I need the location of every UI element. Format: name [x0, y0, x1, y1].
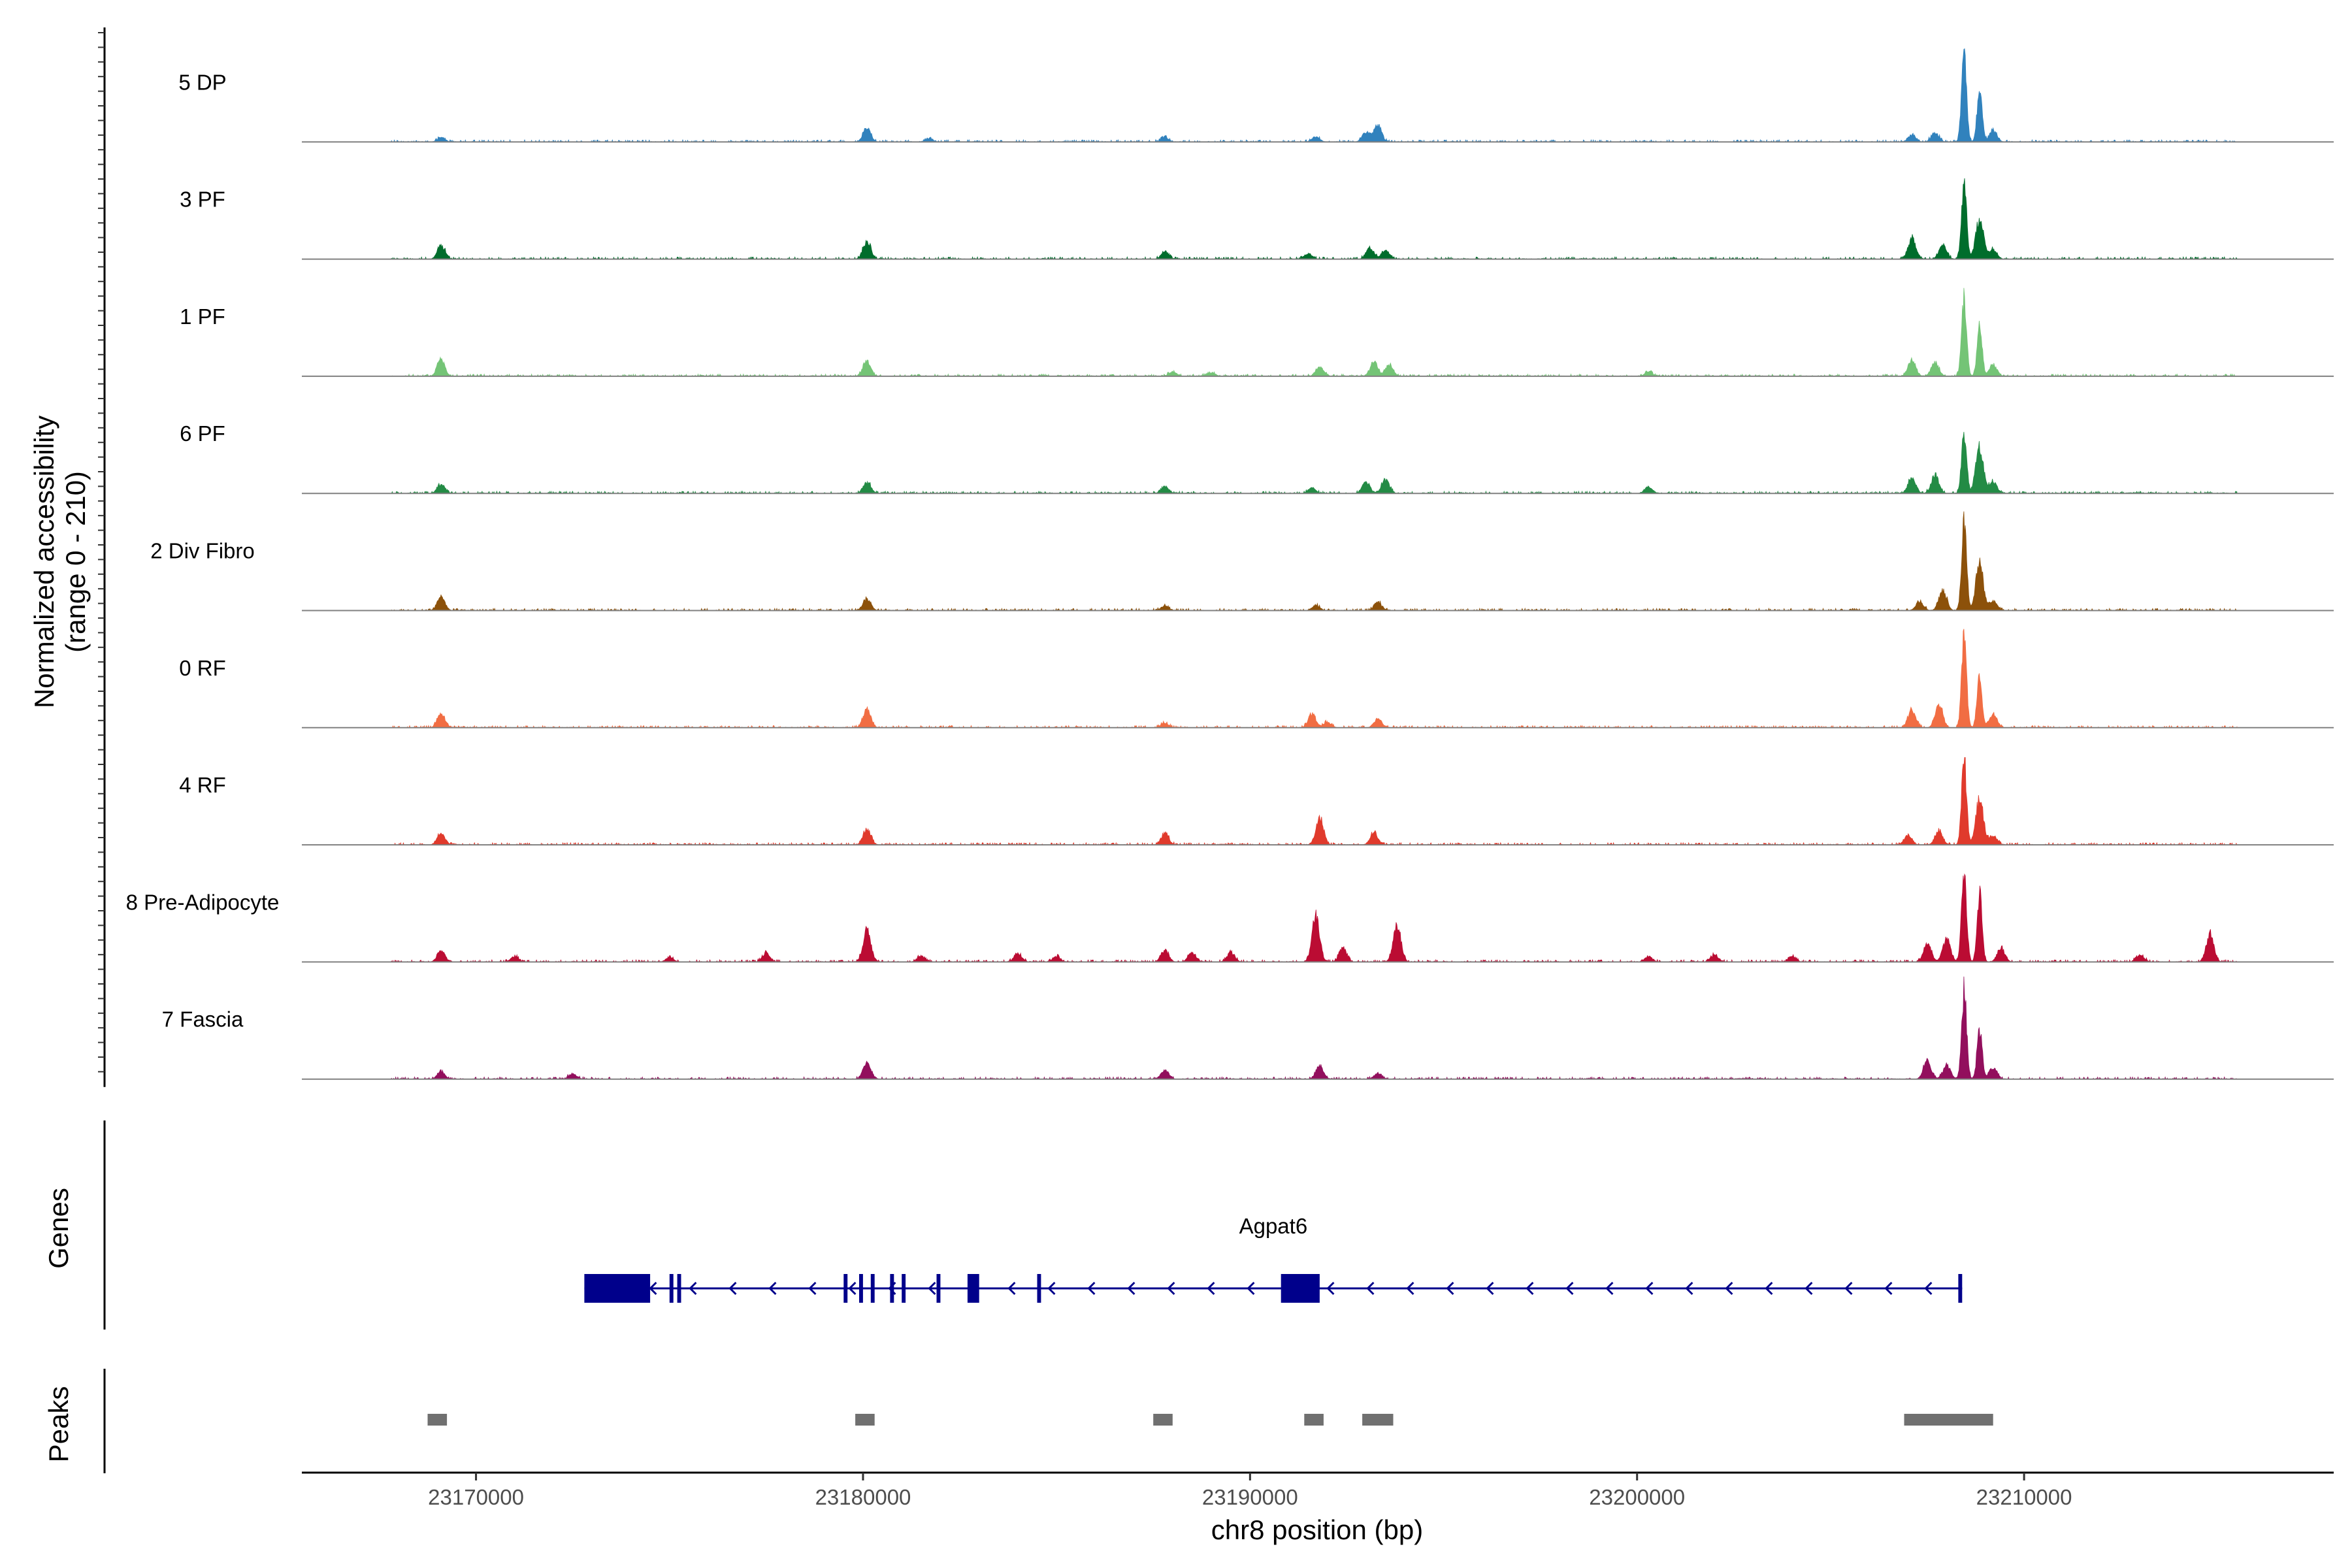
- y-axis-title-line1: Normalized accessibility: [29, 416, 59, 708]
- strand-arrow: [1007, 1281, 1016, 1296]
- track-6-pf: 6 PF: [180, 421, 2334, 495]
- strand-arrow: [1805, 1281, 1813, 1296]
- peaks-panel-label: Peaks: [43, 1386, 74, 1463]
- strand-arrow: [1247, 1281, 1255, 1296]
- strand-arrow: [1844, 1281, 1853, 1296]
- strand-arrow: [1725, 1281, 1733, 1296]
- gene-exon: [870, 1274, 875, 1303]
- coverage-area: [390, 178, 2238, 260]
- gene-exon: [669, 1274, 674, 1303]
- peak-region: [1904, 1414, 1993, 1426]
- x-tick-label: 23180000: [815, 1485, 911, 1509]
- gene-exon: [1958, 1274, 1963, 1303]
- y-axis-title-line2: (range 0 - 210): [60, 471, 91, 653]
- strand-arrow: [1645, 1281, 1654, 1296]
- strand-arrow: [1565, 1281, 1574, 1296]
- track-1-pf: 1 PF: [180, 287, 2334, 378]
- strand-arrow: [1406, 1281, 1414, 1296]
- x-axis: 23170000 23180000 23190000 23200000 23210000: [302, 1471, 2334, 1509]
- coverage-area: [391, 757, 2238, 846]
- track-label: 7 Fascia: [162, 1007, 244, 1032]
- gene-name-label: Agpat6: [1239, 1214, 1308, 1238]
- strand-arrow: [808, 1281, 817, 1296]
- strand-arrow: [1486, 1281, 1494, 1296]
- coverage-area: [391, 629, 2238, 729]
- strand-arrow: [1605, 1281, 1614, 1296]
- strand-arrow: [649, 1281, 657, 1296]
- x-tick-label: 23170000: [428, 1485, 524, 1509]
- gene-exon: [843, 1274, 848, 1303]
- peak-region-panel: [103, 1369, 1993, 1473]
- strand-arrow: [728, 1281, 737, 1296]
- coverage-area: [391, 287, 2237, 378]
- gene-exon: [584, 1274, 651, 1303]
- track-label: 0 RF: [179, 656, 226, 680]
- track-label: 8 Pre-Adipocyte: [126, 890, 280, 914]
- track-8-pre-adipocyte: 8 Pre-Adipocyte: [126, 873, 2334, 963]
- strand-arrow: [689, 1281, 697, 1296]
- track-2-div-fibro: 2 Div Fibro: [150, 511, 2334, 612]
- gene-exon: [936, 1274, 941, 1303]
- track-label: 4 RF: [179, 773, 226, 797]
- gene-exon: [890, 1274, 894, 1303]
- gene-agpat6: Agpat6: [584, 1214, 1963, 1303]
- coverage-area: [391, 431, 2238, 495]
- strand-arrow: [1087, 1281, 1096, 1296]
- strand-arrow: [1884, 1281, 1893, 1296]
- gene-exon: [902, 1274, 906, 1303]
- gene-exon: [1281, 1274, 1320, 1303]
- coverage-area: [390, 48, 2237, 143]
- track-label: 6 PF: [180, 421, 225, 446]
- strand-arrow: [1047, 1281, 1056, 1296]
- track-3-pf: 3 PF: [180, 178, 2334, 260]
- coverage-area: [390, 511, 2237, 612]
- strand-arrow: [1366, 1281, 1375, 1296]
- track-5-dp: 5 DP: [178, 48, 2334, 143]
- x-tick-label: 23200000: [1589, 1485, 1685, 1509]
- gene-annotation-panel: Agpat6: [103, 1120, 1963, 1330]
- peak-region: [855, 1414, 875, 1426]
- peak-region: [1362, 1414, 1394, 1426]
- strand-arrow: [1446, 1281, 1454, 1296]
- strand-arrow: [928, 1281, 936, 1296]
- track-7-fascia: 7 Fascia: [162, 976, 2334, 1080]
- track-label: 1 PF: [180, 304, 225, 329]
- gene-exon: [677, 1274, 681, 1303]
- strand-arrow: [1924, 1281, 1933, 1296]
- gene-exon: [967, 1274, 979, 1303]
- strand-arrow: [1127, 1281, 1135, 1296]
- strand-arrow: [1207, 1281, 1215, 1296]
- track-label: 3 PF: [180, 188, 225, 212]
- strand-arrow: [768, 1281, 777, 1296]
- x-tick-label: 23190000: [1202, 1485, 1298, 1509]
- genes-panel-label: Genes: [43, 1188, 74, 1269]
- x-axis-title: chr8 position (bp): [1211, 1514, 1424, 1545]
- track-4-rf: 4 RF: [179, 757, 2334, 846]
- track-0-rf: 0 RF: [179, 629, 2334, 729]
- peak-region: [1304, 1414, 1324, 1426]
- strand-arrow: [1685, 1281, 1693, 1296]
- track-label: 2 Div Fibro: [150, 539, 255, 563]
- track-label: 5 DP: [178, 70, 226, 94]
- strand-arrow: [1526, 1281, 1534, 1296]
- peak-region: [427, 1414, 448, 1426]
- strand-arrow: [1326, 1281, 1335, 1296]
- gene-exon: [859, 1274, 863, 1303]
- coverage-area: [390, 976, 2238, 1080]
- strand-arrow: [1765, 1281, 1773, 1296]
- x-tick-label: 23210000: [1976, 1485, 2072, 1509]
- strand-arrow: [848, 1281, 857, 1296]
- coverage-tracks: 5 DP 3 PF 1 PF 6 PF 2 Div Fibro 0 RF 4 RF 8 Pre…: [98, 27, 2334, 1087]
- strand-arrow: [1167, 1281, 1175, 1296]
- coverage-area: [390, 873, 2238, 963]
- gene-exon: [1037, 1274, 1041, 1303]
- peak-region: [1153, 1414, 1173, 1426]
